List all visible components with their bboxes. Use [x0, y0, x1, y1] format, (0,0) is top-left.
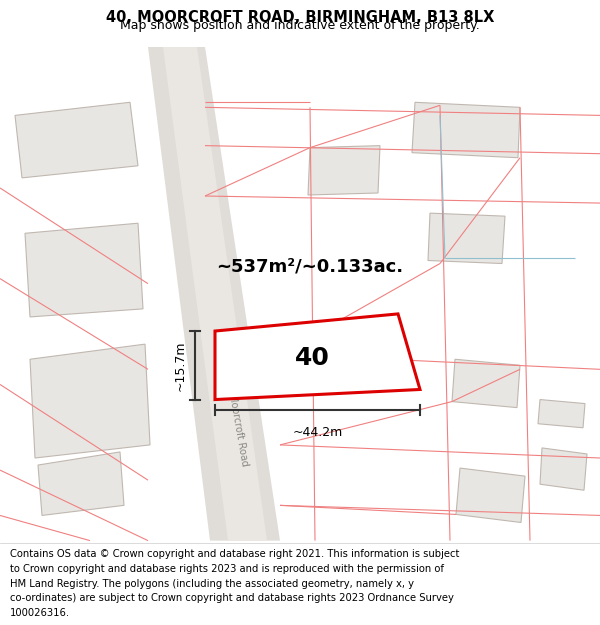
Text: Moorcroft Road: Moorcroft Road [227, 392, 250, 467]
Polygon shape [215, 314, 420, 399]
Polygon shape [148, 47, 280, 541]
Polygon shape [456, 468, 525, 522]
Polygon shape [428, 213, 505, 264]
Polygon shape [452, 359, 520, 408]
Polygon shape [163, 47, 267, 541]
Text: to Crown copyright and database rights 2023 and is reproduced with the permissio: to Crown copyright and database rights 2… [10, 564, 443, 574]
Text: co-ordinates) are subject to Crown copyright and database rights 2023 Ordnance S: co-ordinates) are subject to Crown copyr… [10, 593, 454, 603]
Text: ~44.2m: ~44.2m [292, 426, 343, 439]
Text: Contains OS data © Crown copyright and database right 2021. This information is : Contains OS data © Crown copyright and d… [10, 549, 459, 559]
Text: ~15.7m: ~15.7m [174, 340, 187, 391]
Polygon shape [308, 146, 380, 195]
Text: ~537m²/~0.133ac.: ~537m²/~0.133ac. [217, 258, 404, 276]
Polygon shape [412, 102, 520, 158]
Polygon shape [538, 399, 585, 428]
Text: 40, MOORCROFT ROAD, BIRMINGHAM, B13 8LX: 40, MOORCROFT ROAD, BIRMINGHAM, B13 8LX [106, 10, 494, 25]
Polygon shape [540, 448, 587, 490]
Polygon shape [38, 452, 124, 516]
Text: 100026316.: 100026316. [10, 608, 70, 618]
Text: 40: 40 [295, 346, 329, 371]
Text: HM Land Registry. The polygons (including the associated geometry, namely x, y: HM Land Registry. The polygons (includin… [10, 579, 413, 589]
Polygon shape [30, 344, 150, 458]
Text: Map shows position and indicative extent of the property.: Map shows position and indicative extent… [120, 19, 480, 32]
Polygon shape [25, 223, 143, 317]
Polygon shape [15, 102, 138, 178]
